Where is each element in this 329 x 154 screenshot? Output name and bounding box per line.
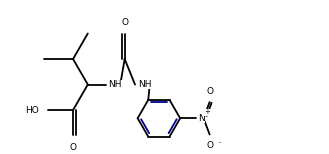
Text: +: + [205,109,211,115]
Text: ⁻: ⁻ [217,140,221,149]
Text: O: O [207,87,214,95]
Text: O: O [69,143,77,152]
Text: HO: HO [25,106,39,115]
Text: N: N [198,114,205,123]
Text: O: O [121,18,128,27]
Text: O: O [207,141,214,150]
Text: NH: NH [138,80,151,89]
Text: NH: NH [108,80,122,89]
